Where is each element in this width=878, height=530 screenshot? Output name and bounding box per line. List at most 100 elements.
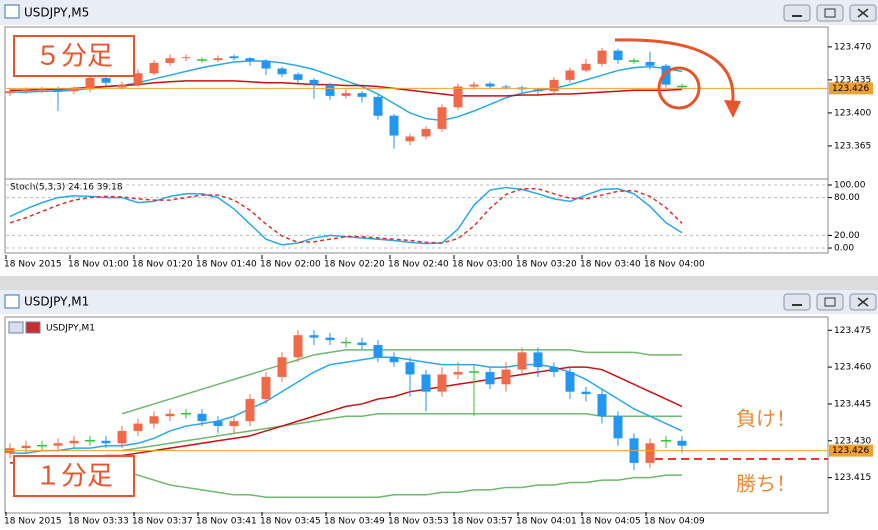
- y-tick-label: 123.430: [834, 436, 871, 446]
- candle-body: [293, 74, 303, 80]
- x-tick-label: 18 Nov 03:20: [516, 260, 577, 270]
- candle-body: [373, 96, 383, 116]
- y-tick-label: 123.460: [834, 363, 871, 373]
- y-tick-label: 123.470: [834, 42, 871, 52]
- candle-body: [69, 89, 79, 92]
- candle-body: [293, 335, 303, 358]
- icon: [857, 8, 869, 18]
- candle-body: [117, 430, 127, 444]
- candle-body: [661, 65, 671, 85]
- x-tick-label: 18 Nov 03:49: [324, 517, 385, 527]
- candle-body: [341, 93, 351, 96]
- candle-body: [309, 335, 319, 338]
- x-tick-label: 18 Nov 04:00: [644, 260, 705, 270]
- x-tick-label: 18 Nov 03:37: [132, 517, 193, 527]
- candle-body: [101, 440, 111, 444]
- minimize-button[interactable]: [783, 4, 811, 22]
- x-tick-label: 18 Nov 03:00: [452, 260, 513, 270]
- y-tick-label: 0.00: [834, 244, 854, 254]
- candle-body: [37, 89, 47, 91]
- candle-body: [165, 413, 175, 417]
- x-tick-label: 18 Nov 03:33: [68, 517, 129, 527]
- candle-body: [405, 362, 415, 375]
- annotation: １分足: [35, 462, 113, 492]
- candle-body: [677, 440, 687, 446]
- icon: [824, 297, 836, 307]
- candle-body: [21, 445, 31, 449]
- x-tick-label: 18 Nov 01:20: [132, 260, 193, 270]
- window-buttons[interactable]: [783, 4, 877, 22]
- x-tick-label: 18 Nov 2015: [4, 517, 62, 527]
- minimize-button[interactable]: [783, 293, 811, 311]
- candle-body: [437, 107, 447, 129]
- y-tick-label: 123.435: [834, 75, 871, 85]
- line-series: [121, 413, 682, 452]
- candle-body: [357, 342, 367, 346]
- x-tick-label: 18 Nov 02:00: [260, 260, 321, 270]
- candle-body: [277, 68, 287, 75]
- candle-body: [133, 423, 143, 431]
- x-tick-label: 18 Nov 01:00: [68, 260, 129, 270]
- highlight-circle: [657, 66, 701, 110]
- candle-body: [485, 83, 495, 87]
- x-tick-label: 18 Nov 03:40: [580, 260, 641, 270]
- x-tick-label: 18 Nov 03:57: [452, 517, 513, 527]
- candle-body: [517, 352, 527, 370]
- candle-body: [613, 50, 623, 61]
- x-tick-label: 18 Nov 01:40: [196, 260, 257, 270]
- line-series: [10, 366, 683, 464]
- candle-body: [309, 79, 319, 85]
- line-series: [121, 469, 682, 499]
- title-bar: [0, 0, 878, 25]
- x-tick-label: 18 Nov 02:20: [324, 260, 385, 270]
- candle-body: [213, 58, 223, 61]
- title-bar: [0, 290, 878, 314]
- last-price-label: 123.426: [832, 446, 869, 456]
- candle-body: [229, 421, 239, 427]
- candle-body: [181, 57, 191, 59]
- y-tick-label: 20.00: [834, 231, 860, 241]
- maximize-button[interactable]: [816, 293, 844, 311]
- candle-body: [533, 352, 543, 368]
- candle-body: [597, 50, 607, 64]
- candle-body: [325, 337, 335, 341]
- annotation-box: [13, 35, 135, 77]
- y-tick-label: 100.00: [834, 180, 866, 190]
- candle-body: [405, 136, 415, 142]
- candle-body: [645, 443, 655, 463]
- candle-body: [245, 399, 255, 422]
- icon: [824, 8, 836, 18]
- maximize-button[interactable]: [816, 4, 844, 22]
- x-tick-label: 18 Nov 04:05: [580, 517, 641, 527]
- candle-body: [453, 372, 463, 375]
- y-tick-label: 123.365: [834, 141, 871, 151]
- candle-body: [53, 443, 63, 446]
- x-tick-label: 18 Nov 03:41: [196, 517, 257, 527]
- last-price-label: 123.426: [832, 84, 869, 94]
- candle-body: [21, 90, 31, 92]
- arrowhead: [724, 100, 741, 118]
- line-series: [10, 356, 683, 454]
- x-tick-label: 18 Nov 04:09: [644, 517, 705, 527]
- window-buttons[interactable]: [783, 293, 877, 311]
- candle-body: [213, 421, 223, 427]
- icon: [857, 297, 869, 307]
- candle-body: [149, 416, 159, 424]
- line-series: [9, 186, 683, 246]
- separator: [0, 276, 878, 290]
- chart-icon: [8, 321, 24, 334]
- candle-body: [85, 78, 95, 90]
- candle-body: [5, 91, 15, 94]
- window-icon: [4, 4, 20, 19]
- x-tick-label: 18 Nov 02:40: [388, 260, 449, 270]
- candle-body: [485, 372, 495, 385]
- y-tick-label: 123.475: [834, 326, 871, 336]
- candle-body: [581, 63, 591, 71]
- candle-body: [533, 89, 543, 92]
- chart-icon: [25, 321, 41, 334]
- candle-body: [69, 440, 79, 444]
- y-tick-label: 123.415: [834, 473, 871, 483]
- candle-body: [117, 84, 127, 88]
- x-tick-label: 18 Nov 04:01: [516, 517, 577, 527]
- candle-body: [325, 84, 335, 96]
